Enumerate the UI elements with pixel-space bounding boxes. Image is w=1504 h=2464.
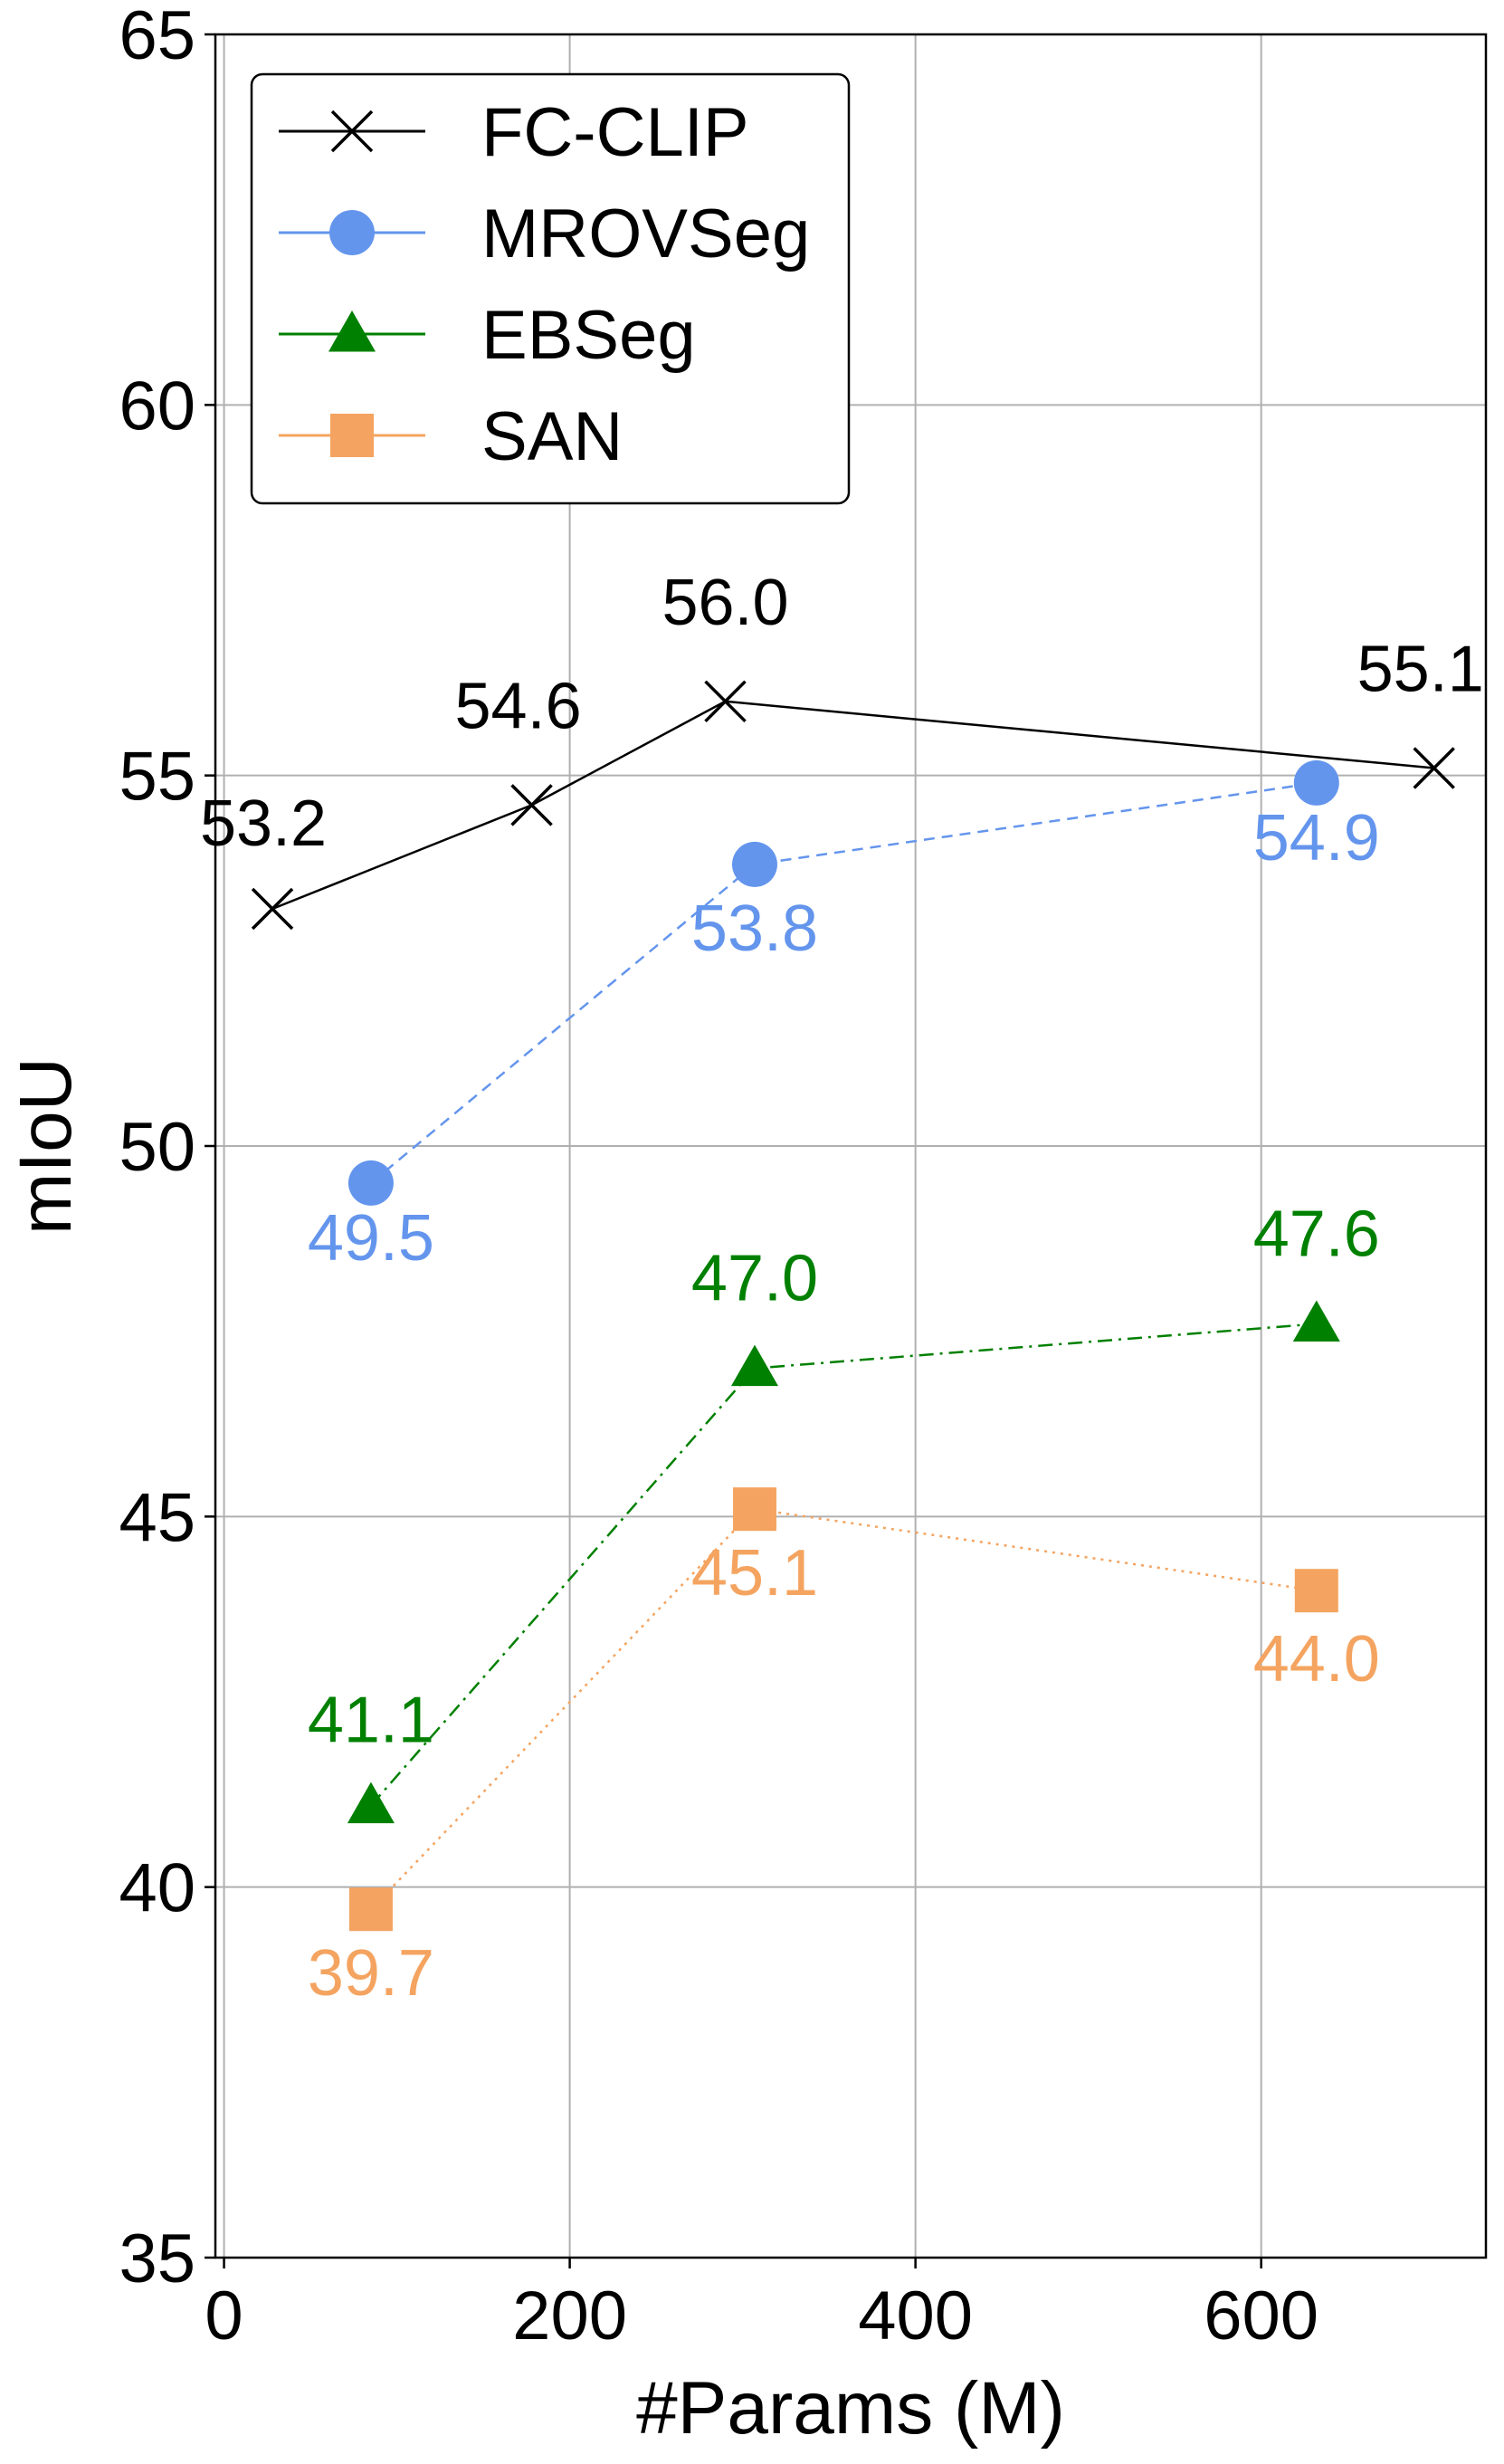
data-label-fc-clip: 56.0 xyxy=(662,567,788,639)
data-label-fc-clip: 53.2 xyxy=(200,788,327,860)
data-label-san: 39.7 xyxy=(308,1937,434,2010)
data-point-mrovseg xyxy=(1293,759,1339,806)
x-axis-label: #Params (M) xyxy=(636,2367,1065,2450)
data-label-san: 44.0 xyxy=(1253,1623,1380,1695)
data-label-san: 45.1 xyxy=(691,1537,818,1609)
series-line-fc-clip xyxy=(271,700,1434,911)
data-point-ebseg xyxy=(347,1781,395,1824)
data-label-mrovseg: 49.5 xyxy=(308,1202,434,1275)
x-axis-ticks: 0 200 400 600 xyxy=(205,2258,1318,2354)
legend-box xyxy=(250,72,851,505)
data-point-san xyxy=(732,1487,776,1532)
legend-label-fc-clip: FC-CLIP xyxy=(481,94,749,171)
data-label-ebseg: 47.0 xyxy=(691,1243,818,1315)
legend-marker-fc-clip xyxy=(330,110,374,153)
data-label-fc-clip: 54.6 xyxy=(454,670,581,742)
x-tick-label: 600 xyxy=(1204,2278,1318,2354)
y-tick-label: 40 xyxy=(119,1850,195,1927)
legend-label-ebseg: EBSeg xyxy=(481,297,696,374)
series-markers xyxy=(251,680,1455,1932)
data-point-fc-clip xyxy=(510,784,553,826)
legend-marker-san xyxy=(330,414,374,457)
data-label-ebseg: 41.1 xyxy=(308,1685,434,1757)
data-point-fc-clip xyxy=(1413,747,1455,789)
y-tick-label: 60 xyxy=(119,368,195,444)
y-tick-label: 45 xyxy=(119,1479,195,1556)
legend: FC-CLIP MROVSeg EBSeg SAN xyxy=(250,72,851,505)
legend-marker-ebseg xyxy=(328,310,376,352)
data-point-san xyxy=(348,1887,393,1932)
data-label-fc-clip: 55.1 xyxy=(1357,633,1484,705)
data-label-mrovseg: 54.9 xyxy=(1253,802,1380,874)
y-tick-label: 35 xyxy=(119,2220,195,2297)
x-tick-label: 400 xyxy=(858,2278,973,2354)
data-point-fc-clip xyxy=(704,680,747,723)
data-point-ebseg xyxy=(1292,1300,1340,1342)
legend-label-mrovseg: MROVSeg xyxy=(481,196,810,272)
legend-marker-mrovseg xyxy=(329,210,375,255)
legend-label-san: SAN xyxy=(481,398,623,475)
y-axis-label: mIoU xyxy=(5,1057,87,1235)
x-tick-label: 200 xyxy=(512,2278,627,2354)
data-label-ebseg: 47.6 xyxy=(1253,1198,1380,1270)
data-point-mrovseg xyxy=(731,841,777,887)
y-axis-ticks: 35 40 45 50 55 60 65 xyxy=(119,0,215,2297)
data-point-san xyxy=(1294,1569,1338,1613)
y-tick-label: 65 xyxy=(119,0,195,74)
y-tick-label: 55 xyxy=(119,739,195,816)
data-point-fc-clip xyxy=(251,887,294,931)
x-tick-label: 0 xyxy=(205,2278,243,2354)
y-tick-label: 50 xyxy=(119,1109,195,1186)
data-point-mrovseg xyxy=(347,1160,394,1206)
data-labels: 53.2 54.6 56.0 55.1 49.5 53.8 54.9 41.1 47.0 47.6… xyxy=(200,567,1484,2010)
data-point-ebseg xyxy=(730,1344,778,1387)
data-label-mrovseg: 53.8 xyxy=(691,893,818,965)
